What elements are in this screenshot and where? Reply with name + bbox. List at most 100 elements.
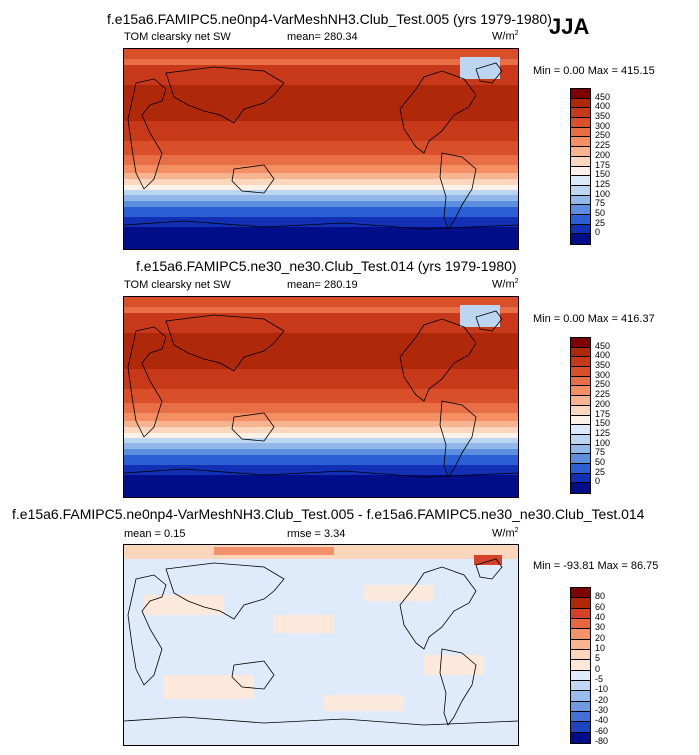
colorbar-tick-label: 0 [595,476,601,487]
colorbar-tick-label: -30 [595,705,609,715]
colorbar-tick-label: 100 [595,437,611,448]
colorbar-tick-label: -80 [595,736,609,746]
colorbar-swatch [571,176,590,186]
colorbar-tick-label: 200 [595,398,611,409]
panel-3-title: f.e15a6.FAMIPC5.ne0np4-VarMeshNH3.Club_T… [12,506,645,522]
colorbar-tick-label: 300 [595,120,611,131]
colorbar-swatch [571,108,590,119]
panel-3-min-max: Min = -93.81 Max = 86.75 [533,560,659,572]
colorbar-swatch [571,649,590,661]
colorbar-swatch [571,118,590,128]
colorbar-tick-label: 0 [595,663,601,674]
colorbar-tick-label: 400 [595,350,611,361]
colorbar-swatch [571,660,590,671]
colorbar-tick-label: 5 [595,653,601,664]
colorbar-tick-label: -5 [595,674,604,684]
colorbar-tick-label: 225 [595,389,611,400]
colorbar-swatch [571,618,590,630]
colorbar-tick-label: 225 [595,140,611,151]
colorbar-swatch [571,473,590,484]
colorbar-swatch [571,598,590,609]
colorbar-swatch [571,367,590,377]
panel-2-map [123,296,519,498]
colorbar-tick-label: 80 [595,591,606,602]
colorbar-tick-label: 50 [595,207,606,218]
colorbar-tick-label: 450 [595,340,611,351]
colorbar-swatch [571,608,590,619]
panel-3-units: W/m2 [492,527,519,540]
panel-2-min-max: Min = 0.00 Max = 416.37 [533,313,655,325]
colorbar-swatch [571,347,590,358]
colorbar-tick-label: 175 [595,408,611,419]
colorbar-swatch [571,224,590,235]
panel-1-title: f.e15a6.FAMIPC5.ne0np4-VarMeshNH3.Club_T… [107,11,552,27]
colorbar-swatch [571,415,590,426]
panel-3-rmse-label: rmse = 3.34 [287,528,346,540]
panel-1-variable-label: TOM clearsky net SW [124,31,231,43]
colorbar-tick-label: 400 [595,101,611,112]
colorbar-tick-label: 250 [595,379,611,390]
colorbar-tick-label: -20 [595,694,609,705]
colorbar-swatch [571,89,590,99]
colorbar-swatch [571,483,590,493]
panel-3-map-field [124,545,518,745]
colorbar-tick-label: 350 [595,360,611,371]
panel-1-mean-label: mean= 280.34 [287,31,358,43]
panel-2-units: W/m2 [492,278,519,291]
panel-3-map [123,544,519,746]
colorbar-tick-label: 30 [595,622,606,633]
colorbar-tick-label: 125 [595,178,611,189]
colorbar-swatch [571,137,590,148]
colorbar-swatch [571,454,590,464]
colorbar-tick-label: 125 [595,427,611,438]
colorbar-tick-label: -60 [595,725,609,736]
colorbar-swatch [571,405,590,416]
colorbar-swatch [571,711,590,723]
colorbar-swatch [571,376,590,387]
colorbar-swatch [571,434,590,445]
panel-2-variable-label: TOM clearsky net SW [124,279,231,291]
colorbar-swatch [571,396,590,406]
season-label: JJA [549,14,590,39]
colorbar-tick-label: 50 [595,456,606,467]
colorbar-swatch [571,680,590,692]
panel-1-map [123,48,519,250]
colorbar-swatch [571,156,590,167]
colorbar-tick-label: 175 [595,159,611,170]
colorbar-swatch [571,463,590,474]
colorbar-swatch [571,639,590,650]
colorbar-tick-label: -40 [595,715,609,726]
colorbar-tick-label: -10 [595,684,609,695]
colorbar-swatch [571,629,590,640]
panel-2-map-field [124,297,518,497]
colorbar-swatch [571,185,590,196]
colorbar-swatch [571,732,590,743]
colorbar-swatch [571,722,590,733]
colorbar-tick-label: 60 [595,601,606,612]
panel-2-colorbar [570,337,591,494]
colorbar-swatch [571,338,590,348]
colorbar-swatch [571,214,590,225]
colorbar-tick-label: 20 [595,632,606,643]
colorbar-tick-label: 25 [595,217,606,228]
colorbar-swatch [571,670,590,681]
colorbar-tick-label: 200 [595,149,611,160]
colorbar-swatch [571,386,590,397]
colorbar-swatch [571,127,590,138]
colorbar-tick-label: 100 [595,188,611,199]
colorbar-tick-label: 25 [595,466,606,477]
colorbar-tick-label: 150 [595,418,611,429]
colorbar-tick-label: 40 [595,612,606,622]
colorbar-swatch [571,425,590,435]
colorbar-swatch [571,701,590,712]
colorbar-tick-label: 350 [595,111,611,122]
panel-1-colorbar [570,88,591,245]
colorbar-swatch [571,147,590,157]
colorbar-tick-label: 450 [595,91,611,102]
colorbar-tick-label: 250 [595,130,611,141]
colorbar-swatch [571,166,590,177]
colorbar-tick-label: 10 [595,643,606,653]
panel-1-map-field [124,49,518,249]
colorbar-swatch [571,205,590,215]
colorbar-tick-label: 75 [595,447,606,458]
